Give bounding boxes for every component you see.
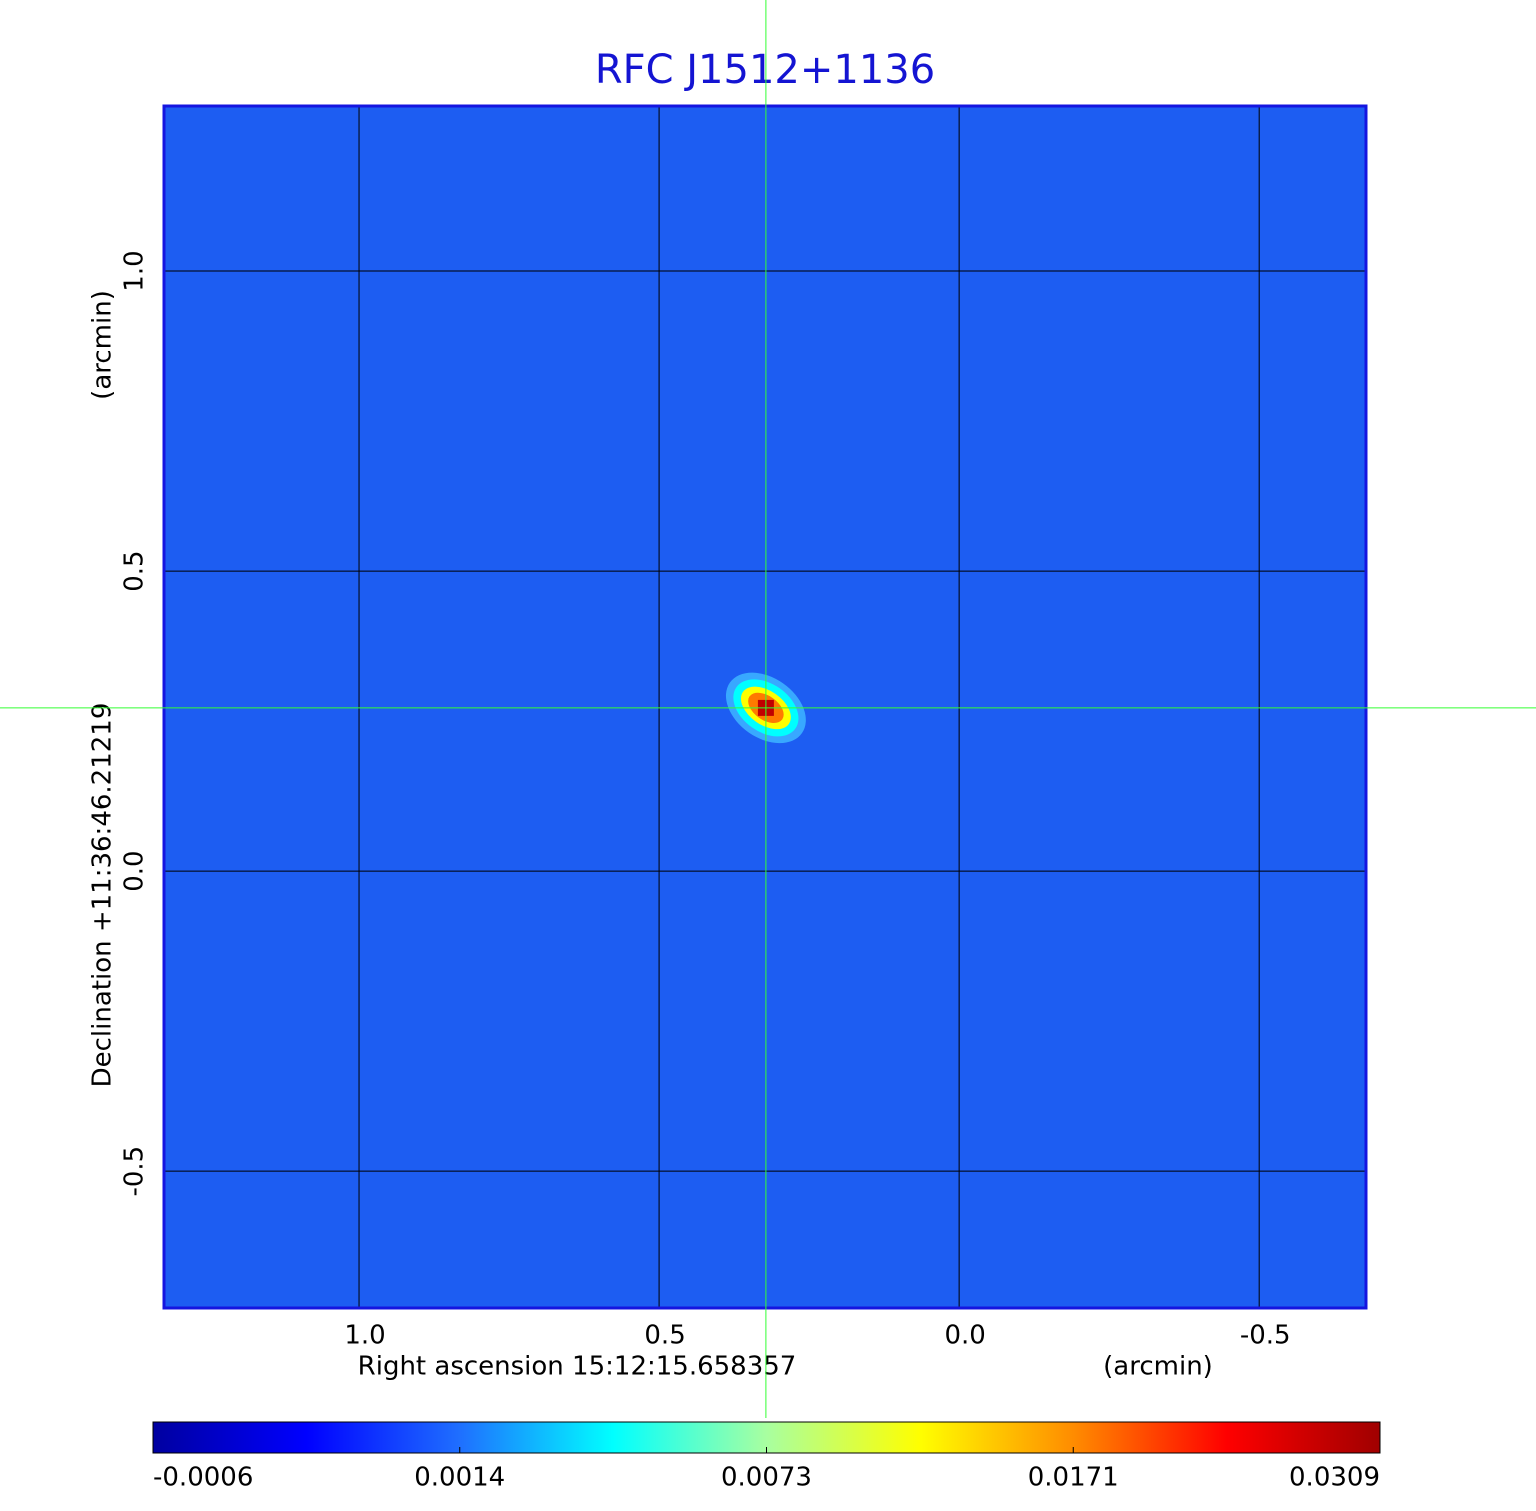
chart-title: RFC J1512+1136 <box>595 47 935 93</box>
colorbar-tick-label: 0.0309 <box>1289 1463 1380 1493</box>
x-tick-label: 0.0 <box>944 1321 985 1351</box>
y-tick-label: -0.5 <box>120 1146 150 1197</box>
plot-border <box>162 104 1368 1310</box>
colorbar-tick-label: -0.0006 <box>153 1463 253 1493</box>
x-tick-label: -0.5 <box>1240 1321 1291 1351</box>
y-axis-label: Declination +11:36:46.21219 <box>88 703 118 1088</box>
y-tick-label: 0.0 <box>120 850 150 891</box>
x-tick-label: 1.0 <box>344 1321 385 1351</box>
y-tick-label: 1.0 <box>120 250 150 291</box>
colorbar-tick-label: 0.0073 <box>721 1463 812 1493</box>
colorbar-tick-label: 0.0171 <box>1028 1463 1119 1493</box>
y-axis-unit: (arcmin) <box>88 290 118 400</box>
x-tick-label: 0.5 <box>644 1321 685 1351</box>
x-axis-unit: (arcmin) <box>1103 1352 1213 1382</box>
colorbar-tick-label: 0.0014 <box>414 1463 505 1493</box>
x-axis-label: Right ascension 15:12:15.658357 <box>358 1352 797 1382</box>
y-tick-label: 0.5 <box>120 550 150 591</box>
